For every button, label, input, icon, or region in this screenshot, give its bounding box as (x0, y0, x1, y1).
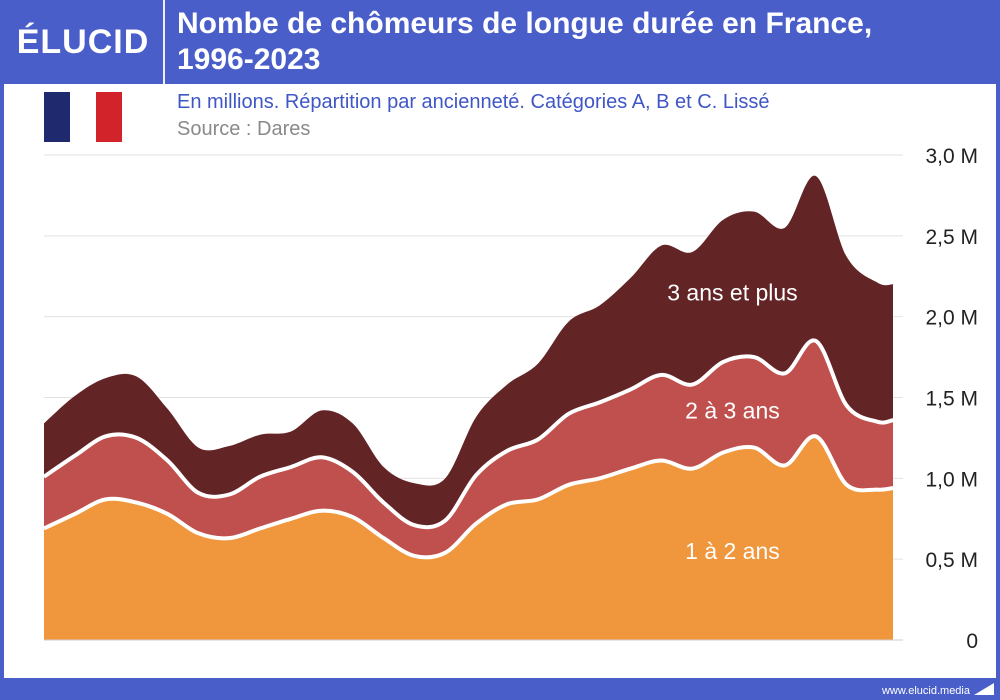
y-tick-label-2: 1,0 M (925, 468, 978, 491)
brand-logo: ÉLUCID (16, 22, 150, 61)
boundary-line-1 (43, 434, 894, 560)
x-tick-label-1: 1999 (112, 656, 161, 681)
series-label-3: 1 à 2 ans (685, 538, 780, 564)
footer-url: www.elucid.media (881, 685, 970, 697)
chart-source: Source : Dares (177, 118, 311, 140)
y-tick-label-4: 2,0 M (925, 307, 978, 330)
x-tick-label-5: 2011 (483, 656, 530, 681)
x-tick-label-6: 2014 (575, 656, 624, 681)
y-tick-label-6: 3,0 M (925, 145, 978, 168)
series-label-1: 3 ans et plus (667, 279, 797, 305)
x-tick-label-2: 2002 (205, 656, 254, 681)
y-tick-label-3: 1,5 M (925, 388, 978, 411)
x-tick-label-0: 1996 (20, 656, 69, 681)
x-tick-label-9: 2023 (853, 656, 902, 681)
series-label-2: 2 à 3 ans (685, 397, 780, 423)
x-tick-label-4: 2008 (390, 656, 439, 681)
elucid-mark-icon (974, 683, 994, 695)
header-divider (163, 0, 165, 84)
x-tick-label-8: 2020 (760, 656, 809, 681)
y-tick-label-0: 0 (966, 630, 978, 653)
y-tick-label-1: 0,5 M (925, 549, 978, 572)
y-tick-label-5: 2,5 M (925, 226, 978, 249)
france-flag-icon (44, 92, 122, 142)
chart-subtitle: En millions. Répartition par ancienneté.… (177, 91, 770, 113)
chart-title: Nombe de chômeurs de longue durée en Fra… (177, 6, 987, 78)
x-tick-label-3: 2005 (297, 656, 346, 681)
x-tick-label-7: 2017 (668, 656, 717, 681)
title-line-2: 1996-2023 (177, 43, 321, 76)
boundary-line-2 (42, 338, 894, 530)
header: ÉLUCID Nombe de chômeurs de longue durée… (0, 0, 1000, 84)
title-line-1: Nombe de chômeurs de longue durée en Fra… (177, 7, 873, 40)
area-series-1 (44, 436, 893, 640)
